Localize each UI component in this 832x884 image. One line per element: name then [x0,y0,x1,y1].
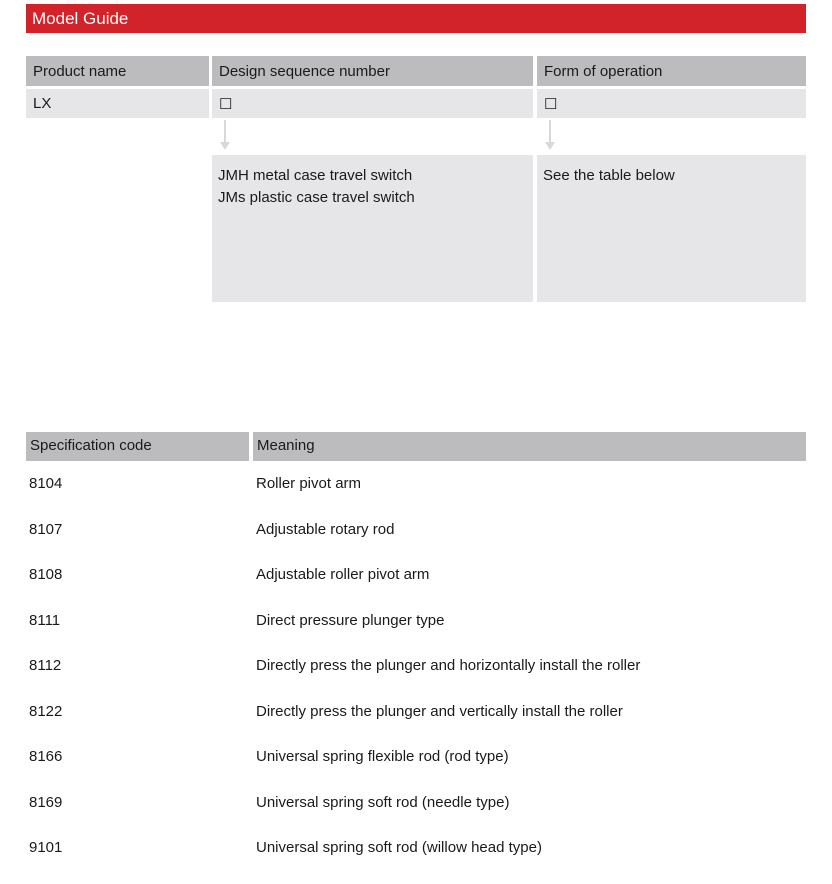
arrow-down-icon [220,120,230,150]
header-design-sequence: Design sequence number [212,56,533,86]
spec-meaning: Universal spring soft rod (willow head t… [256,839,542,856]
header-meaning: Meaning [253,432,806,461]
arrow-down-icon [545,120,555,150]
design-sequence-description: JMH metal case travel switch JMs plastic… [212,155,533,302]
table-row: 8112 Directly press the plunger and horiz… [26,657,806,702]
table-row: 8166 Universal spring flexible rod (rod t… [26,748,806,793]
spec-meaning: Universal spring soft rod (needle type) [256,793,510,811]
table-row: 8169 Universal spring soft rod (needle ty… [26,794,806,839]
spec-meaning: Directly press the plunger and horizonta… [256,657,641,674]
table-row: 8107 Adjustable rotary rod [26,521,806,566]
table-row: 9101 Universal spring soft rod (willow he… [26,839,806,884]
spec-code: 8169 [29,793,63,811]
design-option: JMs plastic case travel switch [218,189,415,206]
spec-code: 8104 [29,475,63,492]
spec-meaning: Adjustable roller pivot arm [256,566,430,583]
spec-code: 8111 [29,611,61,629]
spec-meaning: Directly press the plunger and verticall… [256,702,623,720]
design-option: JMH metal case travel switch [218,167,413,184]
form-of-operation-placeholder: ☐ [537,89,806,118]
table-row: 8108 Adjustable roller pivot arm [26,566,806,611]
spec-code: 8122 [29,702,63,720]
product-name-value: LX [26,89,209,118]
table-row: 8104 Roller pivot arm [26,475,806,520]
spec-meaning: Adjustable rotary rod [256,520,395,538]
spec-code: 8108 [29,566,63,583]
table-row: 8122 Directly press the plunger and verti… [26,703,806,748]
spec-meaning: Roller pivot arm [256,475,362,492]
spec-meaning: Universal spring flexible rod (rod type) [256,748,509,765]
spec-code: 8166 [29,748,63,765]
spec-code: 9101 [29,839,63,856]
spec-code: 8107 [29,520,63,538]
table-row: 8111 Direct pressure plunger type [26,612,806,657]
spec-code: 8112 [29,657,62,674]
header-spec-code: Specification code [26,432,249,461]
header-form-of-operation: Form of operation [537,56,806,86]
operation-description: See the table below [537,155,806,302]
header-product-name: Product name [26,56,209,86]
section-title: Model Guide [26,4,806,33]
spec-meaning: Direct pressure plunger type [256,611,445,629]
design-sequence-placeholder: ☐ [212,89,533,118]
